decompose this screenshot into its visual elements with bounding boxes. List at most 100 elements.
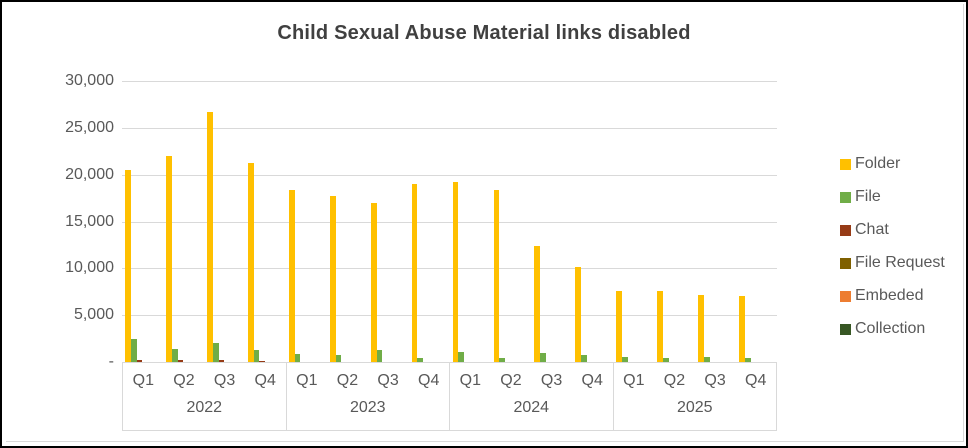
bar-chat xyxy=(136,359,143,362)
x-tick-label-q2: Q2 xyxy=(336,372,359,389)
chart-frame xyxy=(6,4,964,442)
bar-chat xyxy=(218,360,225,362)
bar-file xyxy=(253,350,260,362)
bar-group-2024-q4 xyxy=(572,81,613,362)
bar-file xyxy=(704,357,710,362)
legend-label: Chat xyxy=(855,221,889,238)
y-tick-label: 15,000 xyxy=(65,212,114,230)
bar-groups xyxy=(122,81,777,362)
y-tick-label: 30,000 xyxy=(65,72,114,89)
legend-swatch-icon xyxy=(840,290,851,302)
bar-group-2022-q1 xyxy=(122,81,163,362)
y-axis: - 5,000 10,000 15,000 20,000 25,000 30,000 xyxy=(32,72,114,370)
bar-folder xyxy=(493,189,500,362)
x-tick-label-year: 2023 xyxy=(349,399,386,416)
gridline xyxy=(122,81,777,82)
legend-item-collection: Collection xyxy=(840,319,965,339)
x-tick-label-q1: Q1 xyxy=(132,372,154,389)
bar-folder xyxy=(616,290,623,362)
legend-swatch-icon xyxy=(840,191,851,203)
year-group-2023: Q1 Q2 Q3 Q4 2023 xyxy=(285,363,450,430)
bar-group-2023-q1 xyxy=(286,81,327,362)
bar-group-2023-q4 xyxy=(409,81,450,362)
legend-swatch-icon xyxy=(840,323,851,335)
legend-label: Collection xyxy=(855,320,926,337)
bar-folder xyxy=(411,184,418,362)
legend-label: File xyxy=(855,188,881,205)
x-tick-label-q4: Q4 xyxy=(745,372,767,389)
bar-folder xyxy=(247,162,254,362)
bar-file xyxy=(294,353,301,362)
bar-group-2025-q3 xyxy=(695,81,736,362)
bar-chat xyxy=(259,360,266,362)
x-tick-label-q3: Q3 xyxy=(540,372,563,389)
x-tick-label-q3: Q3 xyxy=(704,372,726,389)
bar-file xyxy=(335,355,342,362)
y-tick-label: 25,000 xyxy=(65,118,114,136)
year-group-2022: Q1 Q2 Q3 Q4 2022 xyxy=(123,363,286,430)
legend-label: Embeded xyxy=(855,287,924,304)
legend: Folder File Chat File Request Embeded Collect… xyxy=(840,154,965,352)
legend-label: File Request xyxy=(855,254,945,271)
year-group-2024: Q1 Q2 Q3 Q4 2024 xyxy=(449,363,613,430)
bar-folder xyxy=(370,202,377,362)
x-tick-label-q4: Q4 xyxy=(581,372,603,389)
bar-group-2023-q2 xyxy=(327,81,368,362)
quarter-row: Q1 Q2 Q3 Q4 xyxy=(287,363,450,399)
bar-file xyxy=(212,343,219,362)
bar-group-2025-q2 xyxy=(654,81,695,362)
bar-file xyxy=(458,351,465,362)
bar-folder xyxy=(206,111,213,362)
bar-file xyxy=(171,349,178,362)
gridline xyxy=(122,268,777,270)
chart-title: Child Sexual Abuse Material links disabl… xyxy=(277,22,691,44)
y-tick-label: 20,000 xyxy=(65,165,114,183)
bar-file xyxy=(130,339,137,362)
x-tick-label-q2: Q2 xyxy=(500,372,522,389)
bar-file xyxy=(540,352,547,362)
legend-label: Folder xyxy=(855,155,901,172)
x-tick-label-q1: Q1 xyxy=(623,372,645,389)
bar-folder xyxy=(534,245,541,362)
bar-file xyxy=(499,357,506,362)
y-tick-label: - xyxy=(108,353,114,370)
x-tick-label-q2: Q2 xyxy=(663,372,686,389)
x-axis: Q1 Q2 Q3 Q4 2022 Q1 Q2 Q3 Q4 2023 Q1 Q2 Q3 Q4 2024 Q1 Q2… xyxy=(122,362,777,431)
x-tick-label-year: 2022 xyxy=(186,399,223,416)
gridline xyxy=(122,174,777,176)
quarter-row: Q1 Q2 Q3 Q4 xyxy=(123,363,286,399)
bar-folder xyxy=(739,295,745,362)
plot-area xyxy=(122,81,777,362)
bar-file xyxy=(376,350,383,362)
x-tick-label-year: 2025 xyxy=(676,399,713,416)
bar-group-2022-q4 xyxy=(245,81,286,362)
bar-chat xyxy=(177,360,184,362)
gridline xyxy=(122,221,777,223)
bar-folder xyxy=(575,267,582,362)
legend-item-file-request: File Request xyxy=(840,253,965,273)
bar-group-2024-q1 xyxy=(450,81,491,362)
gridline xyxy=(122,127,777,129)
bar-file xyxy=(581,354,587,362)
x-tick-label-q4: Q4 xyxy=(418,372,440,389)
x-tick-label-q3: Q3 xyxy=(213,372,236,389)
x-tick-label-q3: Q3 xyxy=(377,372,399,389)
bar-file xyxy=(663,358,669,362)
legend-swatch-icon xyxy=(840,224,851,236)
bar-folder xyxy=(166,155,172,362)
quarter-row: Q1 Q2 Q3 Q4 xyxy=(614,363,777,399)
bar-group-2025-q4 xyxy=(736,81,777,362)
bar-group-2024-q3 xyxy=(531,81,572,362)
bar-group-2022-q2 xyxy=(163,81,204,362)
bar-folder xyxy=(288,189,295,362)
legend-item-chat: Chat xyxy=(840,220,965,240)
bar-file xyxy=(622,356,628,362)
bar-group-2022-q3 xyxy=(204,81,245,362)
x-tick-label-q1: Q1 xyxy=(459,372,481,389)
legend-item-embeded: Embeded xyxy=(840,286,965,306)
legend-swatch-icon xyxy=(840,158,851,170)
bar-folder xyxy=(125,169,131,362)
y-tick-label: 10,000 xyxy=(65,259,114,277)
quarter-row: Q1 Q2 Q3 Q4 xyxy=(450,363,613,399)
